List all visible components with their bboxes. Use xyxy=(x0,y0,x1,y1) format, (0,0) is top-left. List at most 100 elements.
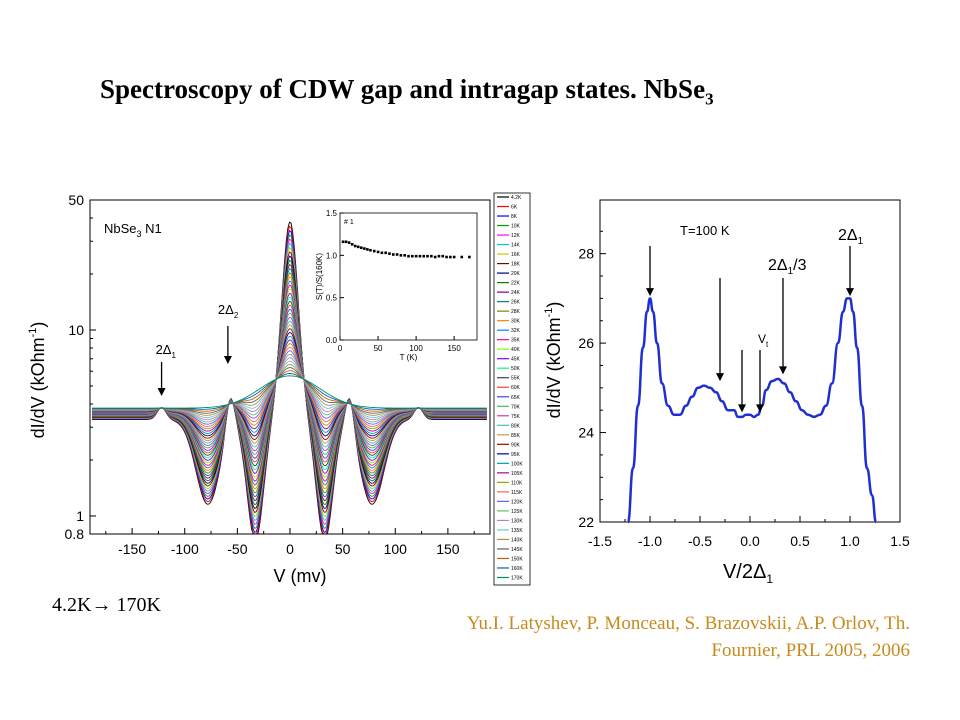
legend-entry: 95K xyxy=(511,452,521,458)
legend-entry: 90K xyxy=(511,442,521,448)
legend-entry: 130K xyxy=(511,518,523,524)
inset-data-point xyxy=(411,254,414,258)
inset-data-point xyxy=(403,254,406,257)
inset-data-point xyxy=(391,253,395,256)
legend-entry: 22K xyxy=(511,281,521,287)
left-annotation-2delta1: 2Δ1 xyxy=(156,342,177,360)
inset-data-point xyxy=(372,249,376,253)
legend-entry: 120K xyxy=(511,499,523,505)
left-series-line xyxy=(92,370,487,412)
inset-data-point xyxy=(418,254,422,258)
inset-data-point xyxy=(433,255,437,259)
left-x-tick-label: -100 xyxy=(171,541,199,557)
inset-data-point xyxy=(356,245,360,249)
left-annotation-2delta2: 2Δ2 xyxy=(218,302,239,320)
left-x-axis-label: V (mv) xyxy=(274,566,327,586)
inset-data-point xyxy=(369,248,372,252)
left-arrow-2delta1 xyxy=(157,362,166,396)
citation-line-2: Fournier, PRL 2005, 2006 xyxy=(711,640,910,661)
inset-frame xyxy=(339,212,478,341)
legend-entry: 14K xyxy=(511,243,521,249)
legend-entry: 18K xyxy=(511,262,521,268)
legend-entry: 24K xyxy=(511,290,521,296)
inset-data-point xyxy=(430,254,433,258)
legend-entry: 45K xyxy=(511,357,521,363)
legend-entry: 160K xyxy=(511,566,523,572)
inset-data-point xyxy=(376,250,380,254)
legend-entry: 100K xyxy=(511,461,523,467)
inset-data-point xyxy=(399,254,403,257)
legend-entry: 135K xyxy=(511,528,523,534)
legend-entry: 65K xyxy=(511,395,521,401)
inset-data-point xyxy=(344,240,348,244)
left-x-tick-label: 50 xyxy=(335,541,351,557)
legend-entry: 50K xyxy=(511,366,521,372)
inset-data-point xyxy=(350,243,354,246)
slide-title: Spectroscopy of CDW gap and intragap sta… xyxy=(100,74,714,109)
legend-entry: 110K xyxy=(511,480,523,486)
left-legend: 4.2K 6K 8K 10K 12K 14K 16K 18K 20K 22K 24K 26K 28K 30… xyxy=(493,192,531,586)
inset-data-point xyxy=(363,247,366,250)
inset-x-tick-label: 0 xyxy=(338,344,343,353)
legend-entry: 115K xyxy=(511,490,523,496)
inset-data-point xyxy=(441,254,445,258)
inset-y-tick-label: 1.5 xyxy=(326,209,338,218)
inset-x-tick-label: 150 xyxy=(447,344,461,353)
inset-data-point xyxy=(414,254,418,258)
left-x-tick-label: -50 xyxy=(227,541,247,557)
citation: Yu.I. Latyshev, P. Monceau, S. Brazovski… xyxy=(320,610,910,664)
legend-entry: 80K xyxy=(511,423,521,429)
inset-y-tick-label: 0.0 xyxy=(326,336,338,345)
legend-entry: 28K xyxy=(511,309,521,315)
inset-data-point xyxy=(366,248,369,251)
citation-line-1: Yu.I. Latyshev, P. Monceau, S. Brazovski… xyxy=(466,613,910,634)
legend-entry: 75K xyxy=(511,414,521,420)
legend-entry: 16K xyxy=(511,252,521,258)
legend-entry: 20K xyxy=(511,271,521,277)
left-series-line xyxy=(92,331,487,437)
left-x-tick-label: 0 xyxy=(286,541,294,557)
legend-entry: 145K xyxy=(511,547,523,553)
inset-data-point xyxy=(407,254,410,258)
left-x-tick-label: 150 xyxy=(436,541,460,557)
left-series-line xyxy=(92,375,487,409)
left-annotations: 2Δ1 2Δ2 xyxy=(156,302,239,396)
left-y-tick-label: 50 xyxy=(68,192,84,208)
legend-entry: 125K xyxy=(511,509,523,515)
inset-data-point xyxy=(380,251,384,255)
inset-x-axis-label: T (K) xyxy=(400,353,418,362)
left-x-tick-label: -150 xyxy=(118,541,146,557)
left-x-tick-label: 100 xyxy=(384,541,408,557)
inset-data-point xyxy=(468,255,471,259)
left-series-line xyxy=(92,328,487,441)
inset-y-tick-label: 0.5 xyxy=(326,294,338,303)
legend-entry: 4.2K xyxy=(511,195,522,201)
legend-entry: 170K xyxy=(511,575,523,581)
temperature-range-label: 4.2K→ 170K xyxy=(52,594,161,616)
inset-y-tick-label: 1.0 xyxy=(326,251,338,260)
inset-data-point xyxy=(460,255,464,259)
inset-data-point xyxy=(422,254,426,258)
inset-data-point xyxy=(449,255,452,259)
left-y-tick-label: 1 xyxy=(76,508,84,524)
legend-entry: 105K xyxy=(511,471,523,477)
inset-x-tick-label: 100 xyxy=(409,344,423,353)
inset-data-point xyxy=(452,255,456,259)
inset-data-point xyxy=(395,253,399,256)
inset-data-point xyxy=(437,254,441,258)
inset-data-point xyxy=(341,240,345,244)
left-series-line xyxy=(92,367,487,414)
legend-entry: 10K xyxy=(511,224,521,230)
inset-data-point xyxy=(360,246,363,250)
legend-entry: 60K xyxy=(511,385,521,391)
legend-entry: 26K xyxy=(511,300,521,306)
inset-data-point xyxy=(353,244,357,248)
inset-data-point xyxy=(388,252,391,255)
inset-data-point xyxy=(347,241,351,244)
inset-x-tick-label: 50 xyxy=(374,344,383,353)
legend-box xyxy=(493,192,531,586)
left-axes: -150 -100 -50 0 50 100 150 0.8 1 10 50 xyxy=(65,192,475,557)
inset-y-axis-label: S(T)/S(160K) xyxy=(315,253,324,300)
